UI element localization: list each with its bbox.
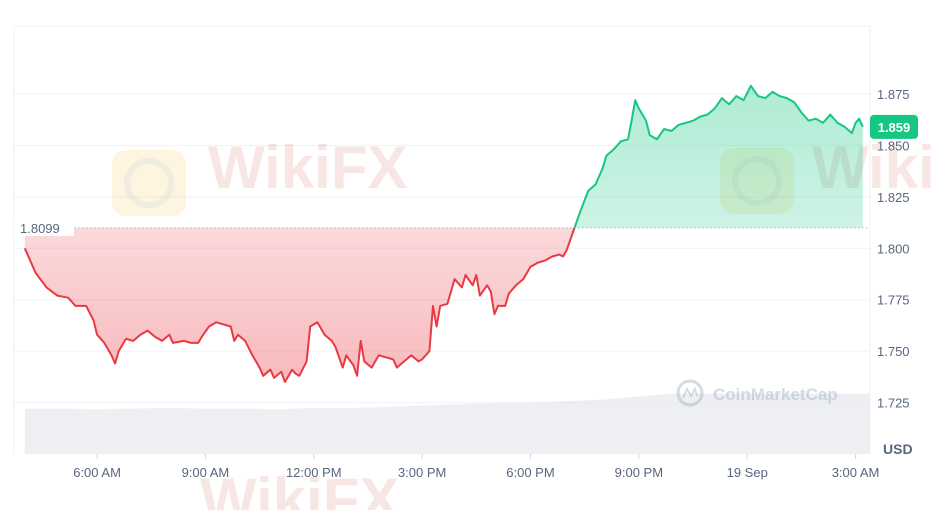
current-price-text: 1.859 — [878, 120, 911, 135]
baseline-label-background — [14, 217, 74, 236]
wikifx-watermark-text-3: WikiFX — [200, 466, 399, 510]
price-line-down — [23, 227, 576, 383]
x-tick-label: 6:00 PM — [506, 465, 554, 480]
price-fill-above-baseline — [24, 85, 863, 228]
wikifx-watermark-text-1: WikiFX — [208, 134, 407, 201]
price-fill-below-baseline — [24, 227, 575, 382]
x-tick-label: 3:00 PM — [398, 465, 446, 480]
coinmarketcap-logo-icon — [676, 379, 704, 407]
x-tick-label: 9:00 AM — [182, 465, 230, 480]
x-tick-label: 9:00 PM — [615, 465, 663, 480]
y-tick-label: 1.850 — [877, 138, 910, 153]
x-tick-label: 19 Sep — [727, 465, 768, 480]
coinmarketcap-watermark: CoinMarketCap — [676, 379, 838, 407]
y-tick-label: 1.775 — [877, 293, 910, 308]
x-tick-label: 3:00 AM — [832, 465, 880, 480]
y-tick-label: 1.875 — [877, 87, 910, 102]
y-tick-label: 1.725 — [877, 396, 910, 411]
coinmarketcap-watermark-text: CoinMarketCap — [713, 385, 838, 404]
y-tick-label: 1.750 — [877, 344, 910, 359]
current-price-badge-background — [870, 114, 918, 139]
y-tick-label: 1.800 — [877, 241, 910, 256]
currency-label: USD — [883, 441, 913, 457]
y-tick-label: 1.825 — [877, 190, 910, 205]
volume-area — [24, 393, 871, 454]
y-axis: 1.725 1.750 1.775 1.800 1.825 1.850 1.875 — [877, 87, 910, 411]
x-axis: 6:00 AM 9:00 AM 12:00 PM 3:00 PM 6:00 PM 9:00… — [73, 454, 879, 480]
x-tick-label: 6:00 AM — [73, 465, 121, 480]
coinmarketcap-logo-mark — [682, 386, 698, 399]
baseline-label: 1.8099 — [14, 217, 74, 236]
x-tick-label: 12:00 PM — [286, 465, 342, 480]
baseline-label-text: 1.8099 — [20, 221, 60, 236]
wikifx-logo-icon — [112, 150, 186, 216]
price-line-up — [573, 84, 864, 228]
wikifx-logo-ring — [124, 158, 174, 208]
current-price-badge: 1.859 — [870, 114, 918, 139]
